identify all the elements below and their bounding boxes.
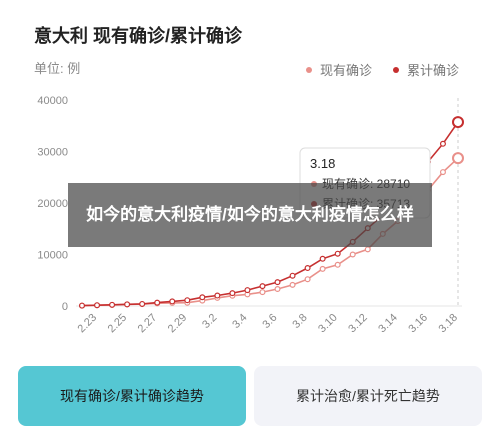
legend-dot-icon (306, 66, 312, 73)
data-point (214, 292, 221, 299)
legend-dot-icon (393, 66, 399, 73)
x-tick-label: 3.4 (230, 312, 249, 331)
data-point (452, 116, 464, 129)
data-point (259, 289, 266, 296)
data-point (334, 261, 341, 268)
data-point (349, 251, 356, 258)
x-tick-label: 3.8 (290, 312, 309, 331)
legend-label-cumulative: 累计确诊 (407, 63, 460, 78)
data-point (169, 298, 176, 305)
overlay-title: 如今的意大利疫情/如今的意大利疫情怎么样 (86, 205, 414, 224)
data-point (304, 265, 311, 272)
data-point (94, 302, 101, 309)
data-point (78, 302, 85, 309)
y-tick-label: 30000 (37, 147, 68, 159)
data-point (274, 279, 281, 286)
tab-recovered-deaths-trend[interactable]: 累计治愈/累计死亡趋势 (254, 366, 482, 426)
data-point (319, 255, 326, 262)
x-tick-label: 3.12 (346, 312, 370, 336)
data-point (259, 283, 266, 290)
data-point (289, 272, 296, 279)
data-point (184, 297, 191, 304)
chart-title: 意大利 现有确诊/累计确诊 (34, 26, 243, 46)
data-point (274, 286, 281, 293)
tab-current-cumulative-trend[interactable]: 现有确诊/累计确诊趋势 (18, 366, 246, 426)
x-tick-label: 2.29 (166, 312, 190, 336)
data-point (244, 287, 251, 294)
data-point (199, 294, 206, 301)
x-tick-label: 3.14 (376, 312, 400, 336)
trend-tabs: 现有确诊/累计确诊趋势 累计治愈/累计死亡趋势 (18, 366, 482, 426)
data-point (452, 152, 464, 165)
data-point (364, 246, 371, 253)
data-point (334, 250, 341, 257)
legend-item-cumulative[interactable]: 累计确诊 (393, 60, 459, 79)
x-tick-label: 3.2 (200, 312, 219, 331)
data-point (109, 301, 116, 308)
y-tick-label: 0 (62, 301, 68, 313)
unit-label: 单位: 例 (34, 61, 81, 76)
tooltip-date: 3.18 (310, 156, 335, 171)
data-point (439, 169, 446, 176)
x-tick-label: 2.23 (76, 312, 100, 336)
data-point (154, 299, 161, 306)
y-tick-label: 10000 (37, 250, 68, 262)
x-tick-label: 3.16 (406, 312, 430, 336)
tab-label: 现有确诊/累计确诊趋势 (60, 388, 204, 404)
data-point (439, 140, 446, 147)
y-tick-label: 40000 (37, 95, 68, 107)
x-tick-label: 3.10 (316, 312, 340, 336)
watermark-overlay: 如今的意大利疫情/如今的意大利疫情怎么样 (68, 183, 432, 247)
x-tick-label: 3.6 (260, 312, 279, 331)
tab-label: 累计治愈/累计死亡趋势 (296, 388, 440, 404)
data-point (124, 301, 131, 308)
y-tick-label: 20000 (37, 198, 68, 210)
x-tick-label: 2.25 (106, 312, 130, 336)
legend-item-current[interactable]: 现有确诊 (306, 60, 372, 79)
data-point (319, 265, 326, 272)
x-tick-label: 3.18 (436, 312, 460, 336)
line-chart: 0 10000 20000 30000 40000 2.23 2.25 2.27 2.29 3.2… (37, 95, 464, 336)
legend-label-current: 现有确诊 (320, 63, 373, 78)
data-point (139, 300, 146, 307)
data-point (229, 290, 236, 297)
x-tick-label: 2.27 (136, 312, 160, 336)
data-point (304, 276, 311, 283)
data-point (289, 281, 296, 288)
